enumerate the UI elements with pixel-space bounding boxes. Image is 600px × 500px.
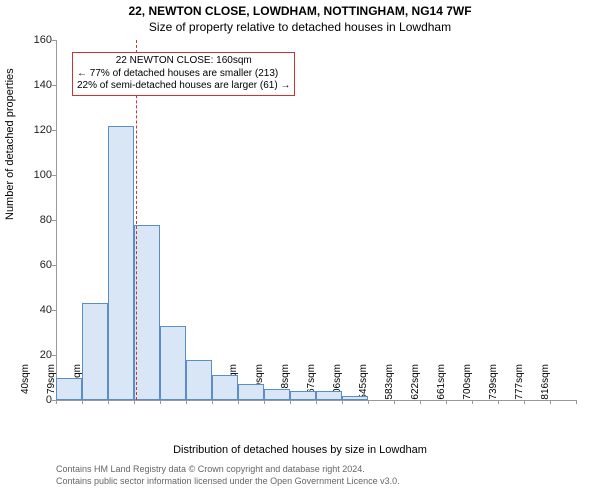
x-tick-label: 622sqm	[410, 364, 421, 404]
histogram-bar	[82, 303, 108, 400]
histogram-bar	[134, 225, 160, 401]
x-tick-label: 700sqm	[462, 364, 473, 404]
y-tick-label: 60	[20, 259, 52, 271]
histogram-bar	[56, 378, 82, 401]
x-tick-label: 583sqm	[384, 364, 395, 404]
x-tick-label: 739sqm	[488, 364, 499, 404]
histogram-bar	[316, 391, 342, 400]
chart-title: 22, NEWTON CLOSE, LOWDHAM, NOTTINGHAM, N…	[0, 4, 600, 18]
y-axis-label: Number of detached properties	[4, 68, 16, 220]
y-tick-label: 140	[20, 79, 52, 91]
histogram-bar	[290, 391, 316, 400]
histogram-bar	[342, 396, 368, 401]
y-tick-label: 160	[20, 34, 52, 46]
y-tick-label: 40	[20, 304, 52, 316]
histogram-bar	[264, 389, 290, 400]
x-tick-label: 816sqm	[540, 364, 551, 404]
y-tick-label: 20	[20, 349, 52, 361]
annotation-line2: ← 77% of detached houses are smaller (21…	[77, 68, 290, 81]
histogram-bar	[212, 375, 238, 400]
attribution-line2: Contains public sector information licen…	[56, 476, 400, 488]
x-axis-label: Distribution of detached houses by size …	[0, 444, 600, 456]
x-tick-label: 777sqm	[514, 364, 525, 404]
histogram-bar	[160, 326, 186, 400]
y-tick-label: 120	[20, 124, 52, 136]
x-tick-label: 661sqm	[436, 364, 447, 404]
chart-subtitle: Size of property relative to detached ho…	[0, 20, 600, 34]
annotation-line1: 22 NEWTON CLOSE: 160sqm	[77, 55, 290, 68]
attribution-line1: Contains HM Land Registry data © Crown c…	[56, 464, 400, 476]
y-tick-label: 80	[20, 214, 52, 226]
x-tick-label: 40sqm	[20, 364, 31, 404]
histogram-bar	[238, 384, 264, 400]
histogram-bar	[186, 360, 212, 401]
annotation-line3: 22% of semi-detached houses are larger (…	[77, 80, 290, 93]
y-tick-label: 100	[20, 169, 52, 181]
histogram-bar	[108, 126, 134, 401]
attribution: Contains HM Land Registry data © Crown c…	[56, 464, 400, 487]
annotation-box: 22 NEWTON CLOSE: 160sqm ← 77% of detache…	[72, 52, 295, 96]
